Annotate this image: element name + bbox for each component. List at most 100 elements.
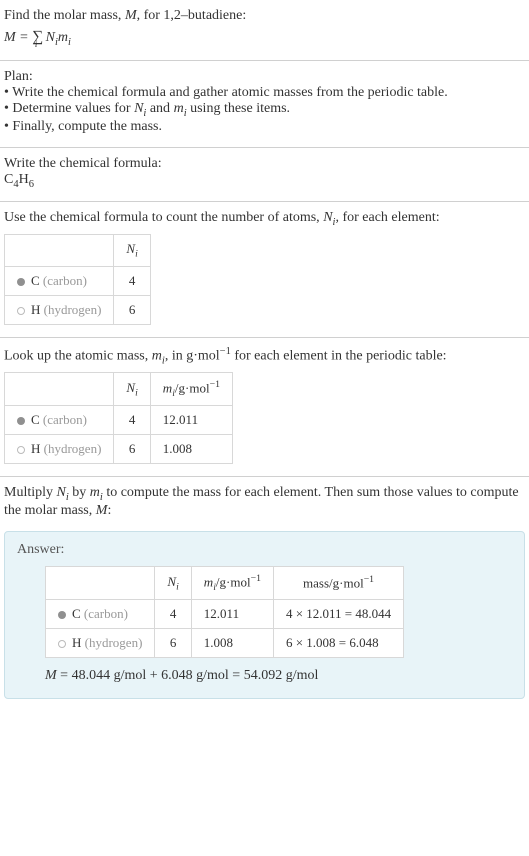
- ans-carbon-cell: C (carbon): [46, 599, 155, 628]
- intro-line: Find the molar mass, M, for 1,2–butadien…: [4, 8, 525, 24]
- ans-C-m: 12.011: [191, 599, 273, 628]
- table-row: H (hydrogen) 6 1.008: [5, 435, 233, 464]
- count-H-sym: H: [31, 302, 40, 317]
- mass-var: m: [152, 348, 162, 363]
- multiply-text: Multiply Ni by mi to compute the mass fo…: [4, 485, 525, 519]
- count-H-name: (hydrogen): [40, 302, 101, 317]
- intro-var-M: M: [125, 8, 137, 23]
- eq-m-sub: i: [68, 37, 71, 48]
- eq-m: m: [58, 30, 68, 45]
- hydrogen-dot-icon: [17, 307, 25, 315]
- formula-C: C: [4, 172, 13, 187]
- count-header: Use the chemical formula to count the nu…: [4, 210, 525, 228]
- mass-C-n: 4: [114, 406, 150, 435]
- carbon-dot-icon: [17, 278, 25, 286]
- table-row: C (carbon) 4 12.011: [5, 406, 233, 435]
- mass-H-sym: H: [31, 441, 40, 456]
- count-C-name: (carbon): [40, 273, 87, 288]
- mass-col-N: Ni: [114, 373, 150, 406]
- plan-bullet-3: • Finally, compute the mass.: [4, 119, 525, 135]
- formula-H-n: 6: [29, 178, 34, 189]
- mass-hydrogen-cell: H (hydrogen): [5, 435, 114, 464]
- formula-header: Write the chemical formula:: [4, 156, 525, 172]
- ans-H-sym: H: [72, 635, 81, 650]
- answer-label: Answer:: [17, 542, 512, 558]
- ans-C-calc: 4 × 12.011 = 48.044: [273, 599, 403, 628]
- mult-M: M: [96, 503, 108, 518]
- mult-m: m: [90, 485, 100, 500]
- count-table: Ni C (carbon) 4 H (hydrogen) 6: [4, 234, 151, 325]
- mass-section: Look up the atomic mass, mi, in g·mol−1 …: [0, 338, 529, 477]
- plan-section: Plan: • Write the chemical formula and g…: [0, 61, 529, 148]
- intro-pre: Find the molar mass,: [4, 8, 125, 23]
- mass-header: Look up the atomic mass, mi, in g·mol−1 …: [4, 346, 525, 366]
- mass-C-m: 12.011: [150, 406, 232, 435]
- ans-C-n: 4: [155, 599, 191, 628]
- formula-H: H: [19, 172, 29, 187]
- mult-post: :: [107, 503, 111, 518]
- acol-m: m: [204, 574, 213, 589]
- mult-mid1: by: [69, 485, 90, 500]
- mass-col-m: mi/g·mol−1: [150, 373, 232, 406]
- final-equation: M = 48.044 g/mol + 6.048 g/mol = 54.092 …: [45, 668, 512, 684]
- plan-bullet-1: • Write the chemical formula and gather …: [4, 85, 525, 101]
- intro-post: , for 1,2–butadiene:: [137, 8, 247, 23]
- plan-b2-post: using these items.: [187, 101, 290, 116]
- ans-H-m: 1.008: [191, 628, 273, 657]
- mass-C-name: (carbon): [40, 412, 87, 427]
- mcol-m-var: m: [163, 381, 172, 396]
- mult-N: N: [57, 485, 66, 500]
- table-row: C (carbon) 4 12.011 4 × 12.011 = 48.044: [46, 599, 404, 628]
- intro-equation: M = ∑iNimi: [4, 28, 525, 48]
- ans-H-calc: 6 × 1.008 = 6.048: [273, 628, 403, 657]
- mass-H-n: 6: [114, 435, 150, 464]
- mass-carbon-cell: C (carbon): [5, 406, 114, 435]
- table-row: H (hydrogen) 6: [5, 295, 151, 324]
- mcol-N-var: N: [126, 380, 135, 395]
- acol-mass: mass/g·mol: [303, 576, 364, 591]
- mass-pre: Look up the atomic mass,: [4, 348, 152, 363]
- count-var: N: [323, 210, 332, 225]
- carbon-dot-icon: [58, 611, 66, 619]
- answer-table: Ni mi/g·mol−1 mass/g·mol−1 C (carbon) 4 …: [45, 566, 404, 658]
- count-H-n: 6: [114, 295, 150, 324]
- intro-section: Find the molar mass, M, for 1,2–butadien…: [0, 0, 529, 61]
- mcol-m-unit: /g·mol: [175, 381, 210, 396]
- mass-H-name: (hydrogen): [40, 441, 101, 456]
- col-N-var: N: [126, 241, 135, 256]
- count-col-N: Ni: [114, 235, 150, 267]
- plan-b2-m: m: [174, 101, 184, 116]
- multiply-section: Multiply Ni by mi to compute the mass fo…: [0, 477, 529, 523]
- mass-col-blank: [5, 373, 114, 406]
- mass-sup: −1: [220, 346, 231, 357]
- mass-table: Ni mi/g·mol−1 C (carbon) 4 12.011 H (hyd…: [4, 372, 233, 464]
- ans-col-mass: mass/g·mol−1: [273, 566, 403, 599]
- acol-m-unit: /g·mol: [216, 574, 251, 589]
- eq-lhs: M: [4, 30, 16, 45]
- plan-header: Plan:: [4, 69, 525, 85]
- count-carbon-cell: C (carbon): [5, 266, 114, 295]
- ans-H-name: (hydrogen): [81, 635, 142, 650]
- mass-C-sym: C: [31, 412, 40, 427]
- count-C-sym: C: [31, 273, 40, 288]
- acol-mass-sup: −1: [364, 574, 374, 585]
- ans-hydrogen-cell: H (hydrogen): [46, 628, 155, 657]
- plan-b2-pre: • Determine values for: [4, 101, 134, 116]
- count-col-blank: [5, 235, 114, 267]
- sigma-icon: ∑: [32, 28, 43, 45]
- mcol-m-sup: −1: [210, 379, 220, 390]
- eq-N: N: [46, 30, 55, 45]
- plan-b2-mid: and: [146, 101, 173, 116]
- mass-mid: , in g·mol: [165, 348, 220, 363]
- ans-H-n: 6: [155, 628, 191, 657]
- table-row: Ni mi/g·mol−1 mass/g·mol−1: [46, 566, 404, 599]
- carbon-dot-icon: [17, 417, 25, 425]
- formula-section: Write the chemical formula: C4H6: [0, 148, 529, 203]
- ans-col-m: mi/g·mol−1: [191, 566, 273, 599]
- count-hydrogen-cell: H (hydrogen): [5, 295, 114, 324]
- count-pre: Use the chemical formula to count the nu…: [4, 210, 323, 225]
- table-row: C (carbon) 4: [5, 266, 151, 295]
- acol-m-sup: −1: [251, 573, 261, 584]
- mult-pre: Multiply: [4, 485, 57, 500]
- count-section: Use the chemical formula to count the nu…: [0, 202, 529, 337]
